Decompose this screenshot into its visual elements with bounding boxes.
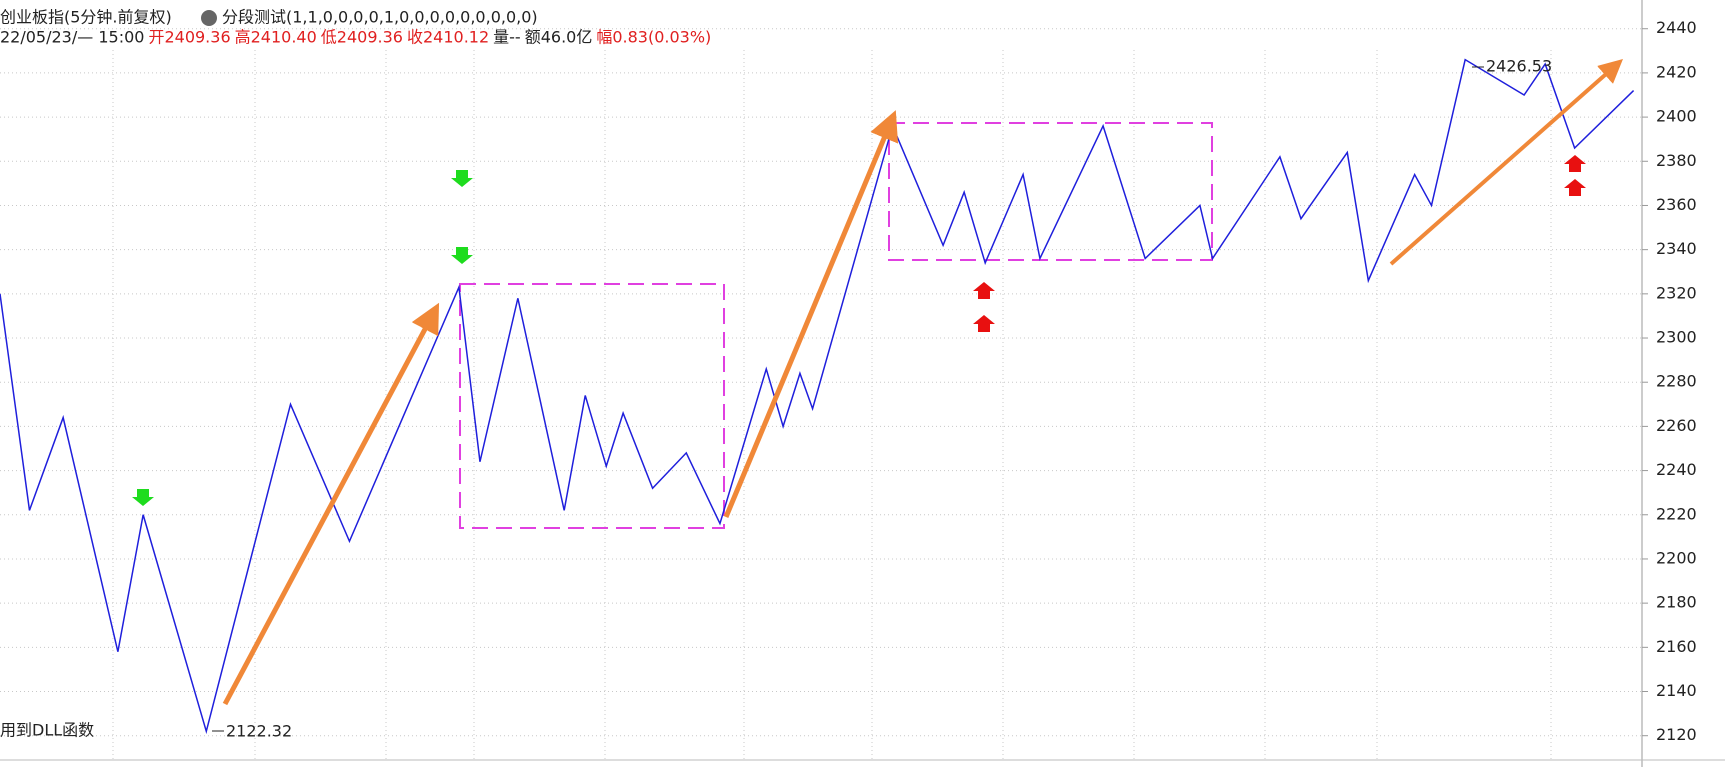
y-tick-label: 2160 [1656, 637, 1697, 656]
low-label: 2122.32 [226, 722, 292, 741]
zigzag-line [0, 58, 1635, 735]
y-tick-label: 2440 [1656, 18, 1697, 37]
range-box [459, 283, 725, 529]
y-tick-label: 2200 [1656, 548, 1697, 567]
y-tick-label: 2420 [1656, 62, 1697, 81]
y-tick-label: 2360 [1656, 195, 1697, 214]
footer-note: 用到DLL函数 [0, 721, 94, 740]
y-tick-label: 2180 [1656, 593, 1697, 612]
high-label: 2426.53 [1486, 57, 1552, 76]
quote-volume: 量-- [493, 28, 521, 47]
y-tick-label: 2120 [1656, 725, 1697, 744]
indicator-icon [201, 10, 217, 26]
y-tick-label: 2240 [1656, 460, 1697, 479]
quote-low: 低2409.36 [321, 28, 403, 47]
quote-open: 开2409.36 [148, 28, 230, 47]
y-tick-label: 2400 [1656, 107, 1697, 126]
y-tick-label: 2340 [1656, 239, 1697, 258]
y-tick-label: 2300 [1656, 328, 1697, 347]
quote-high: 高2410.40 [235, 28, 317, 47]
trend-arrows [222, 59, 1623, 706]
y-tick-label: 2140 [1656, 681, 1697, 700]
range-box [888, 122, 1213, 261]
chart-title: 创业板指(5分钟.前复权) [0, 8, 172, 27]
quote-amount: 额46.0亿 [525, 28, 593, 47]
quote-date: 22/05/23/— 15:00 [0, 28, 144, 47]
quote-change: 幅0.83(0.03%) [596, 28, 711, 47]
quote-close: 收2410.12 [407, 28, 489, 47]
indicator: 分段测试(1,1,0,0,0,0,1,0,0,0,0,0,0,0,0,0) [222, 8, 538, 27]
y-tick-label: 2260 [1656, 416, 1697, 435]
y-tick-label: 2380 [1656, 151, 1697, 170]
y-tick-label: 2220 [1656, 504, 1697, 523]
y-tick-label: 2280 [1656, 372, 1697, 391]
vertical-grid [112, 50, 1552, 760]
y-tick-label: 2320 [1656, 283, 1697, 302]
signal-arrows [132, 155, 1586, 506]
